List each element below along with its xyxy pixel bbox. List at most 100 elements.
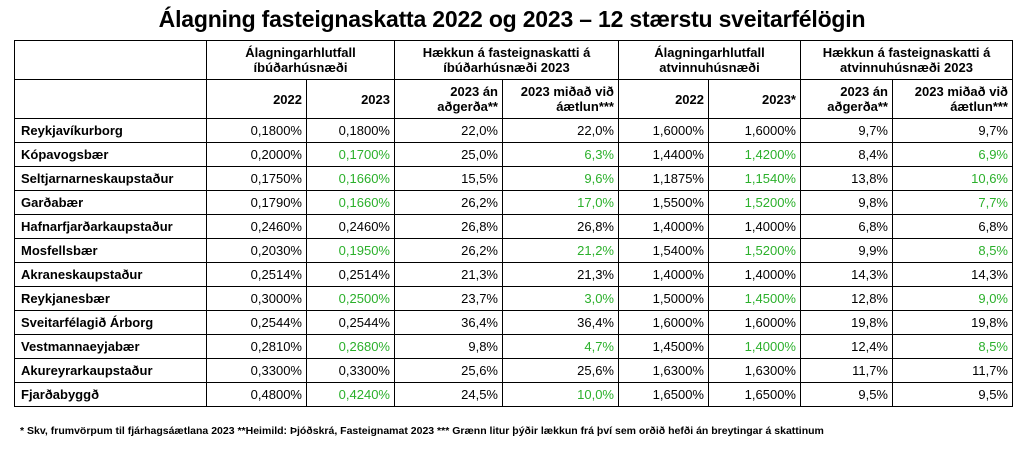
- table-cell: 24,5%: [394, 382, 503, 407]
- group-header-residential-increase: Hækkun á fasteignaskatti á íbúðarhúsnæði…: [394, 40, 619, 80]
- sub-header: 2022: [618, 79, 709, 119]
- table-cell: 1,6300%: [618, 358, 709, 383]
- table-cell: 6,8%: [892, 214, 1013, 239]
- table-cell: 0,4800%: [206, 382, 307, 407]
- table-cell: 1,4500%: [708, 286, 801, 311]
- table-cell: 8,5%: [892, 334, 1013, 359]
- table-cell: 0,2514%: [306, 262, 395, 287]
- table-cell: 0,2514%: [206, 262, 307, 287]
- table-cell: 14,3%: [800, 262, 893, 287]
- table-cell: 9,6%: [502, 166, 619, 191]
- sub-header: 2023 án aðgerða**: [394, 79, 503, 119]
- table-row: Kópavogsbær 0,2000% 0,1700% 25,0% 6,3% 1,4400…: [14, 142, 1013, 167]
- table-cell: 1,4500%: [618, 334, 709, 359]
- table-cell: 25,0%: [394, 142, 503, 167]
- table-cell: 0,2810%: [206, 334, 307, 359]
- table-cell: 0,1800%: [206, 118, 307, 143]
- page-title: Álagning fasteignaskatta 2022 og 2023 – …: [158, 6, 866, 32]
- corner-cell: [14, 79, 207, 119]
- table-cell: 1,4000%: [618, 262, 709, 287]
- table-cell: 9,5%: [892, 382, 1013, 407]
- table-cell: 12,4%: [800, 334, 893, 359]
- table-cell: 17,0%: [502, 190, 619, 215]
- table-cell: 0,1660%: [306, 190, 395, 215]
- table-cell: 1,5400%: [618, 238, 709, 263]
- municipality-name: Garðabær: [14, 190, 207, 215]
- table-cell: 1,5500%: [618, 190, 709, 215]
- table-cell: 1,6500%: [618, 382, 709, 407]
- table-cell: 26,8%: [394, 214, 503, 239]
- table-cell: 1,5200%: [708, 238, 801, 263]
- table-cell: 9,5%: [800, 382, 893, 407]
- table-cell: 15,5%: [394, 166, 503, 191]
- table-cell: 22,0%: [502, 118, 619, 143]
- table-cell: 0,2460%: [306, 214, 395, 239]
- table-cell: 0,2500%: [306, 286, 395, 311]
- municipality-name: Mosfellsbær: [14, 238, 207, 263]
- table-cell: 1,5200%: [708, 190, 801, 215]
- municipality-name: Akureyrarkaupstaður: [14, 358, 207, 383]
- table-cell: 1,4400%: [618, 142, 709, 167]
- table-cell: 19,8%: [800, 310, 893, 335]
- table-cell: 25,6%: [394, 358, 503, 383]
- table-row: Reykjavíkurborg 0,1800% 0,1800% 22,0% 22,0% 1…: [14, 118, 1013, 143]
- municipality-name: Hafnarfjarðarkaupstaður: [14, 214, 207, 239]
- table-cell: 1,6300%: [708, 358, 801, 383]
- table-cell: 1,6000%: [618, 118, 709, 143]
- table-cell: 21,2%: [502, 238, 619, 263]
- table-cell: 1,6000%: [708, 118, 801, 143]
- table-cell: 1,6000%: [618, 310, 709, 335]
- sub-header: 2023: [306, 79, 395, 119]
- corner-cell: [14, 40, 207, 80]
- table-cell: 0,1790%: [206, 190, 307, 215]
- tax-table: Álagningarhlutfall íbúðarhúsnæði Hækkun …: [14, 40, 1013, 407]
- sub-header: 2023 miðað við áætlun***: [502, 79, 619, 119]
- table-cell: 10,0%: [502, 382, 619, 407]
- table-cell: 12,8%: [800, 286, 893, 311]
- table-cell: 9,7%: [800, 118, 893, 143]
- municipality-name: Reykjanesbær: [14, 286, 207, 311]
- table-cell: 21,3%: [394, 262, 503, 287]
- group-header-commercial-increase: Hækkun á fasteignaskatti á atvinnuhúsnæð…: [800, 40, 1013, 80]
- table-cell: 1,5000%: [618, 286, 709, 311]
- table-cell: 13,8%: [800, 166, 893, 191]
- group-header-commercial-rate: Álagningarhlutfall atvinnuhúsnæði: [618, 40, 801, 80]
- table-cell: 6,9%: [892, 142, 1013, 167]
- table-row: Seltjarnarneskaupstaður 0,1750% 0,1660% 15,…: [14, 166, 1013, 191]
- municipality-name: Seltjarnarneskaupstaður: [14, 166, 207, 191]
- table-cell: 0,2544%: [306, 310, 395, 335]
- table-cell: 0,1800%: [306, 118, 395, 143]
- table-cell: 7,7%: [892, 190, 1013, 215]
- table-cell: 14,3%: [892, 262, 1013, 287]
- table-cell: 6,3%: [502, 142, 619, 167]
- municipality-name: Kópavogsbær: [14, 142, 207, 167]
- municipality-name: Fjarðabyggð: [14, 382, 207, 407]
- footnote: * Skv, frumvörpum til fjárhagsáætlana 20…: [20, 425, 824, 437]
- table-cell: 3,0%: [502, 286, 619, 311]
- table-cell: 21,3%: [502, 262, 619, 287]
- table-cell: 8,4%: [800, 142, 893, 167]
- table-cell: 9,9%: [800, 238, 893, 263]
- table-cell: 23,7%: [394, 286, 503, 311]
- table-cell: 9,8%: [394, 334, 503, 359]
- table-cell: 36,4%: [502, 310, 619, 335]
- sub-header: 2023*: [708, 79, 801, 119]
- municipality-name: Reykjavíkurborg: [14, 118, 207, 143]
- table-cell: 1,4000%: [708, 334, 801, 359]
- sub-header: 2023 án aðgerða**: [800, 79, 893, 119]
- table-row: Akureyrarkaupstaður 0,3300% 0,3300% 25,6% 25…: [14, 358, 1013, 383]
- table-cell: 8,5%: [892, 238, 1013, 263]
- table-cell: 0,2460%: [206, 214, 307, 239]
- table-cell: 0,2680%: [306, 334, 395, 359]
- table-cell: 1,6500%: [708, 382, 801, 407]
- table-cell: 9,7%: [892, 118, 1013, 143]
- group-header-row: Álagningarhlutfall íbúðarhúsnæði Hækkun …: [14, 40, 1013, 80]
- table-cell: 36,4%: [394, 310, 503, 335]
- table-row: Garðabær 0,1790% 0,1660% 26,2% 17,0% 1,5500% 1…: [14, 190, 1013, 215]
- table-cell: 6,8%: [800, 214, 893, 239]
- municipality-name: Akraneskaupstaður: [14, 262, 207, 287]
- table-row: Reykjanesbær 0,3000% 0,2500% 23,7% 3,0% 1,500…: [14, 286, 1013, 311]
- table-cell: 1,6000%: [708, 310, 801, 335]
- table-cell: 9,0%: [892, 286, 1013, 311]
- group-header-residential-rate: Álagningarhlutfall íbúðarhúsnæði: [206, 40, 395, 80]
